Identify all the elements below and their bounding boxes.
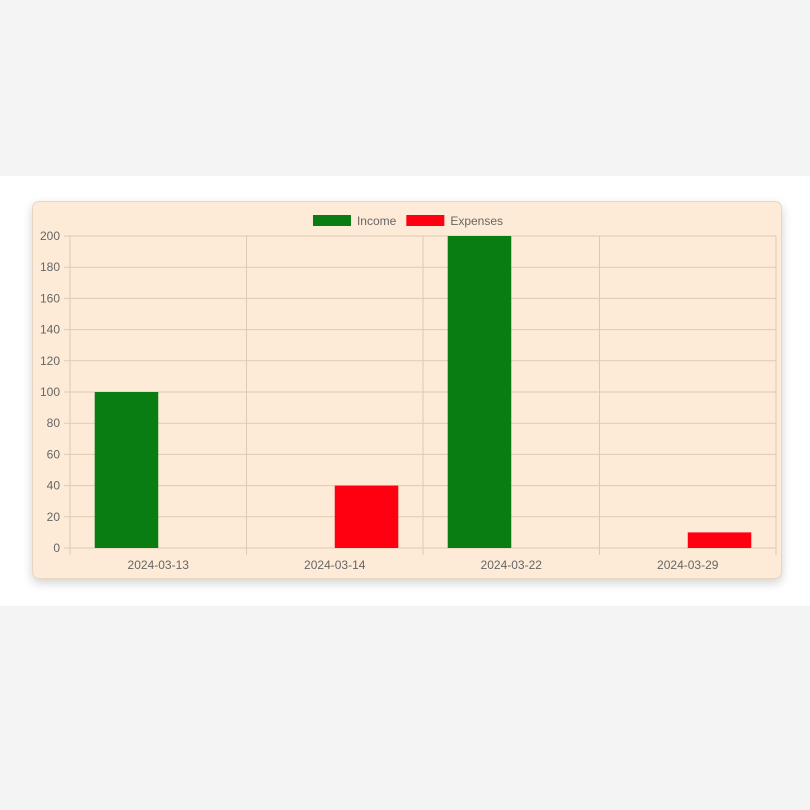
y-tick-label: 160	[40, 291, 60, 305]
y-tick-label: 180	[40, 260, 60, 274]
legend-label-expenses[interactable]: Expenses	[450, 214, 503, 228]
bar-expenses-2024-03-29	[687, 532, 752, 548]
chart-bars	[94, 236, 752, 548]
y-tick-label: 0	[53, 541, 60, 555]
y-tick-label: 140	[40, 323, 60, 337]
x-tick-label: 2024-03-13	[128, 558, 190, 572]
legend-swatch-income[interactable]	[312, 215, 351, 226]
y-tick-label: 60	[47, 447, 61, 461]
y-tick-label: 20	[47, 510, 61, 524]
bar-income-2024-03-13	[94, 392, 159, 548]
bar-income-2024-03-22	[447, 236, 512, 548]
x-tick-label: 2024-03-14	[304, 558, 366, 572]
y-tick-label: 100	[40, 385, 60, 399]
bar-expenses-2024-03-14	[334, 485, 399, 548]
legend-swatch-expenses[interactable]	[406, 215, 445, 226]
y-tick-label: 200	[40, 229, 60, 243]
y-tick-label: 80	[47, 416, 61, 430]
x-axis: 2024-03-13 2024-03-14 2024-03-22 2024-03-29	[128, 558, 719, 572]
y-axis: 0 20 40 60 80 100 120 140 160 180 200	[40, 229, 60, 555]
y-tick-label: 120	[40, 354, 60, 368]
x-tick-label: 2024-03-22	[481, 558, 543, 572]
chart-grid	[64, 235, 777, 555]
legend-label-income[interactable]: Income	[357, 214, 397, 228]
x-tick-label: 2024-03-29	[657, 558, 719, 572]
y-tick-label: 40	[47, 479, 61, 493]
chart-card: 0 20 40 60 80 100 120 140 160 180 200 2024-03-13 20…	[32, 201, 782, 579]
chart-legend: Income Expenses	[312, 214, 503, 228]
